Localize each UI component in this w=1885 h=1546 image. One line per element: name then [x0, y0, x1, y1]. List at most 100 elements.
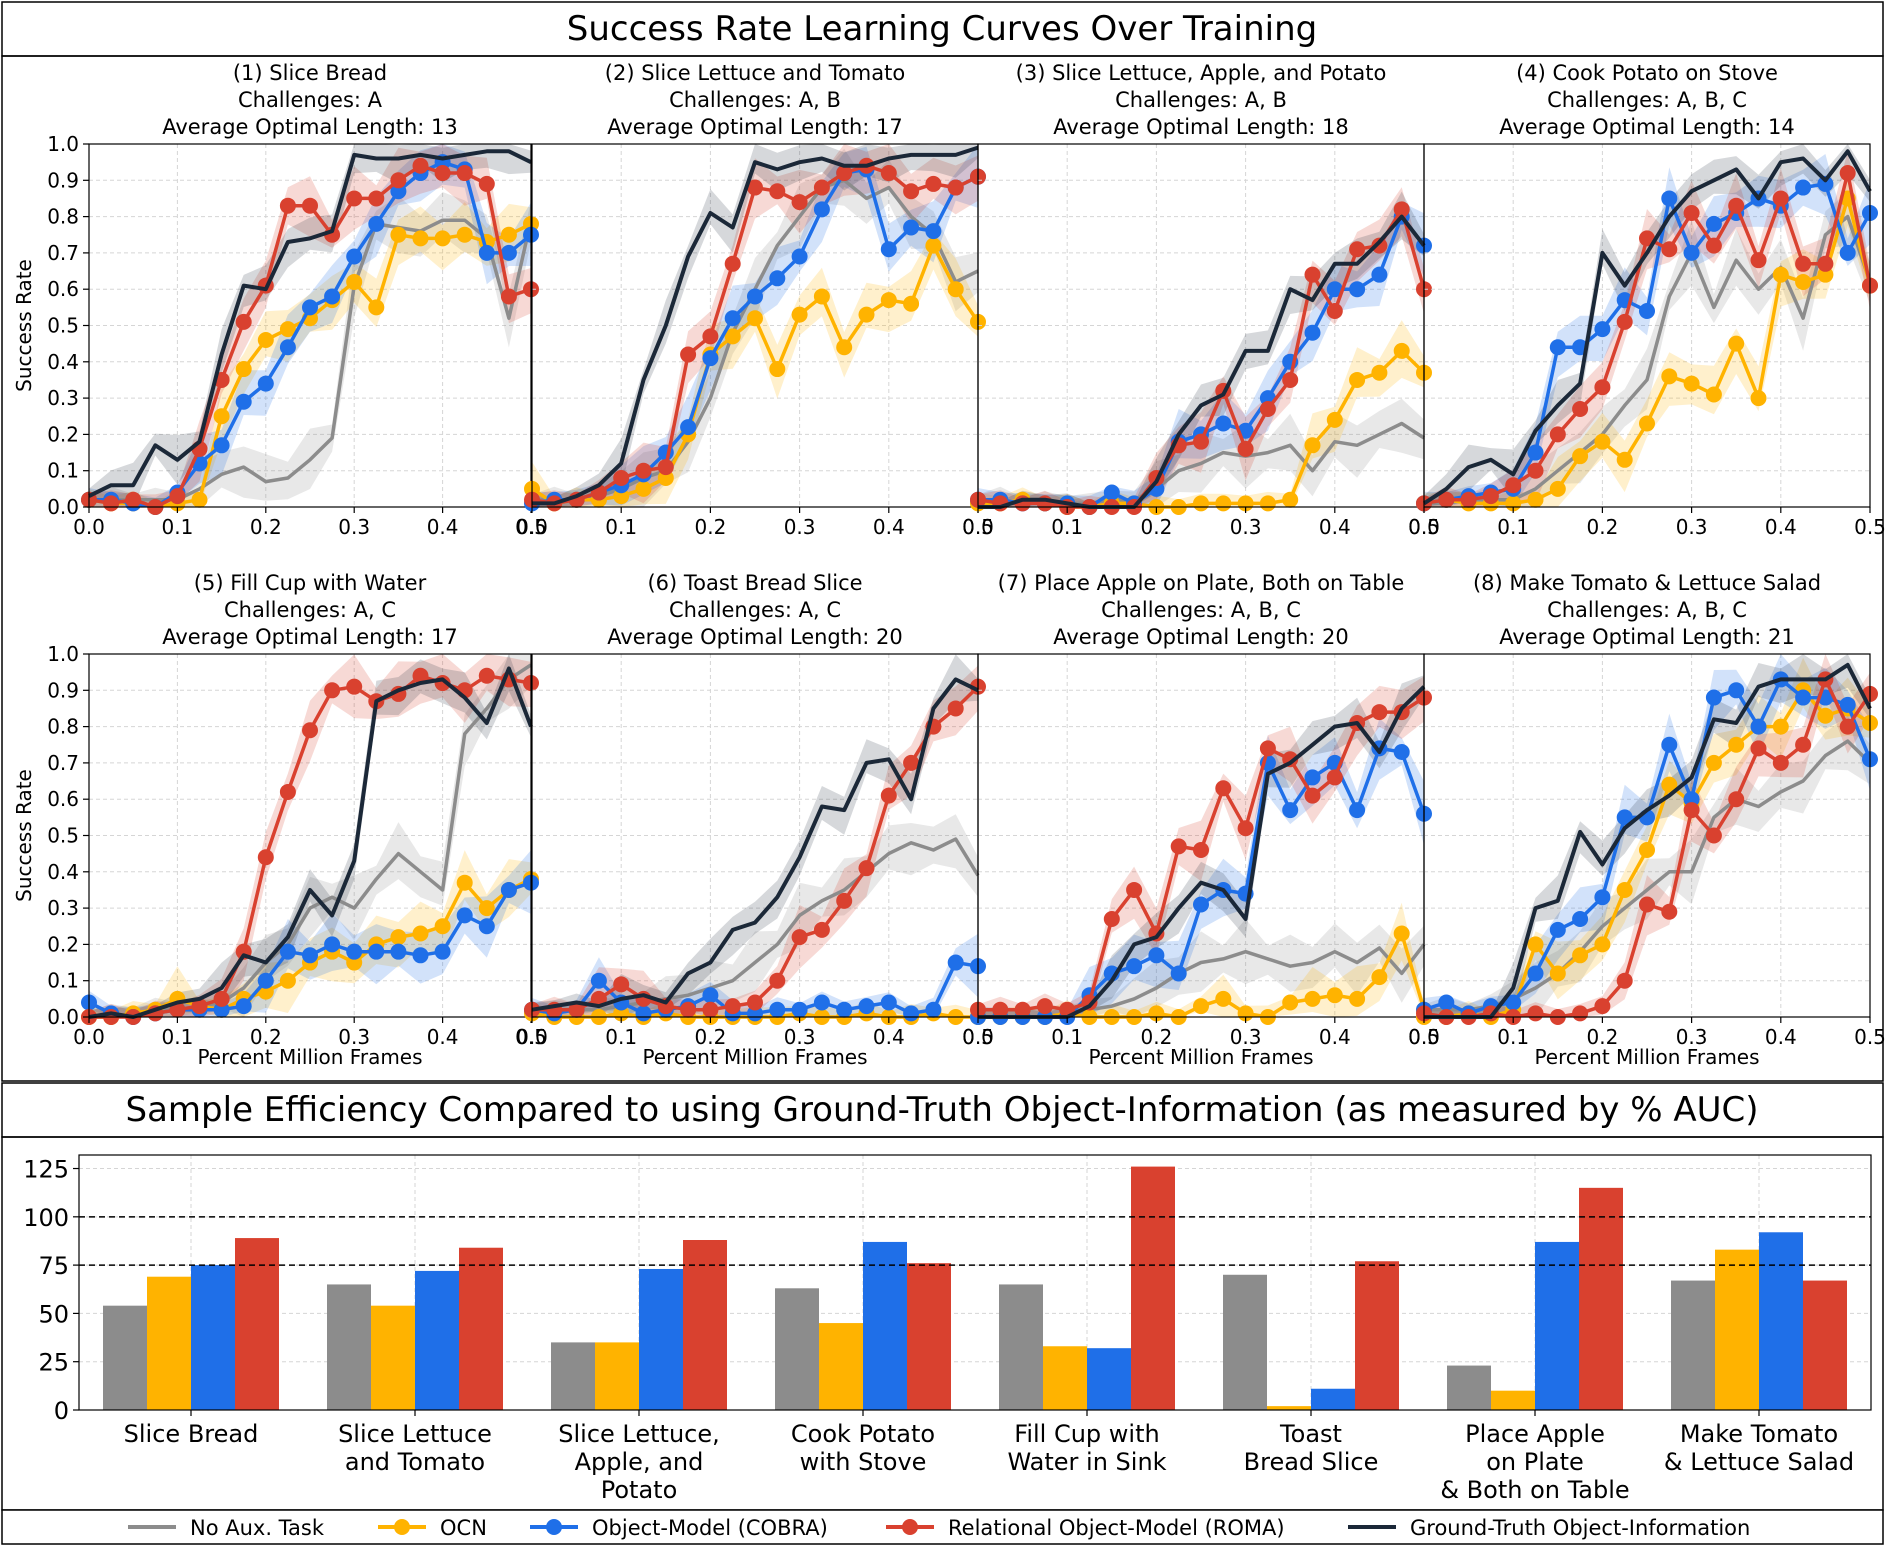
y-tick-label: 0.8 [47, 205, 79, 229]
bar-y-tick-label: 100 [23, 1204, 69, 1232]
x-tick-label: 0.5 [962, 515, 994, 539]
point-ocn [791, 306, 808, 323]
x-tick-label: 0.2 [694, 1025, 726, 1049]
legend-item-ground-truth: Ground-Truth Object-Information [1348, 1516, 1750, 1540]
point-roma [925, 175, 942, 192]
point-ocn [500, 226, 517, 243]
point-cobra [1326, 281, 1343, 298]
point-roma [1215, 780, 1232, 797]
x-axis-label: Percent Million Frames [197, 1045, 422, 1069]
line-chart-8: (8) Make Tomato & Lettuce Salad Challenge… [1408, 571, 1885, 1069]
category-label: & Both on Table [1440, 1476, 1629, 1504]
point-cobra [346, 248, 363, 265]
bar-y-tick-label: 50 [38, 1300, 69, 1328]
chart-title: (7) Place Apple on Plate, Both on Table [998, 571, 1405, 595]
point-roma [1795, 736, 1812, 753]
point-ocn [213, 408, 230, 425]
band-ocn [1424, 657, 1870, 1017]
point-roma [836, 165, 853, 182]
point-ocn [235, 361, 252, 378]
point-cobra [434, 943, 451, 960]
point-ocn [279, 972, 296, 989]
band-no-aux [978, 919, 1424, 1017]
point-roma [368, 190, 385, 207]
x-tick-label: 0.3 [784, 1025, 816, 1049]
point-cobra [412, 947, 429, 964]
point-cobra [1795, 179, 1812, 196]
point-ocn [836, 339, 853, 356]
bar-y-tick-label: 75 [38, 1252, 69, 1280]
x-tick-label: 0.5 [1854, 1025, 1885, 1049]
point-ocn [747, 310, 763, 327]
point-ocn [1527, 491, 1544, 508]
point-roma [680, 1001, 697, 1018]
point-roma [1661, 241, 1678, 258]
chart-challenges: Challenges: A, B [669, 88, 841, 112]
point-roma [613, 976, 630, 993]
series-line-ground-truth [88, 666, 533, 1019]
point-roma [1349, 241, 1366, 258]
point-ocn [1371, 364, 1388, 381]
point-ocn [1750, 390, 1767, 407]
point-roma [880, 165, 897, 182]
bar-y-tick-label: 25 [38, 1349, 69, 1377]
point-roma [791, 929, 808, 946]
x-tick-label: 0.1 [1497, 515, 1529, 539]
bar-ocn [147, 1276, 191, 1410]
bar-roma [1355, 1261, 1399, 1410]
point-roma [500, 288, 517, 305]
x-tick-label: 0.0 [962, 1025, 994, 1049]
point-cobra [1549, 339, 1566, 356]
point-roma [680, 346, 697, 363]
point-cobra [1349, 281, 1366, 298]
point-cobra [1705, 689, 1722, 706]
x-tick-label: 0.2 [250, 1025, 282, 1049]
x-tick-label: 0.5 [1408, 515, 1440, 539]
point-roma [769, 183, 786, 200]
point-roma [1839, 718, 1856, 735]
point-ocn [1393, 342, 1410, 359]
point-roma [1393, 201, 1410, 218]
point-roma [1326, 302, 1343, 319]
point-roma [1683, 204, 1700, 221]
point-cobra [769, 270, 786, 287]
point-roma [769, 972, 786, 989]
point-cobra [478, 918, 495, 935]
x-axis-label: Percent Million Frames [642, 1045, 867, 1069]
plot-area [1423, 143, 1871, 508]
x-tick-label: 0.5 [1854, 515, 1885, 539]
line-chart-7: (7) Place Apple on Plate, Both on Table C… [962, 571, 1440, 1069]
x-tick-label: 0.4 [873, 515, 905, 539]
legend-label: OCN [440, 1516, 487, 1540]
point-roma [302, 197, 318, 214]
line-chart-1: (1) Slice Bread Challenges: A Average Opti… [12, 61, 547, 539]
point-roma [1170, 838, 1187, 855]
point-cobra [880, 994, 897, 1011]
point-roma [1772, 754, 1789, 771]
y-axis-label: Success Rate [12, 259, 36, 392]
y-tick-label: 0.2 [47, 422, 79, 446]
y-tick-label: 0.2 [47, 932, 79, 956]
point-roma [947, 179, 964, 196]
point-ocn [925, 237, 942, 254]
point-cobra [903, 1005, 920, 1022]
point-ocn [1572, 448, 1589, 465]
series-line-ground-truth [978, 214, 1426, 509]
y-tick-label: 0.6 [47, 787, 79, 811]
bar-ocn [1491, 1390, 1535, 1410]
chart-title: (3) Slice Lettuce, Apple, and Potato [1016, 61, 1387, 85]
x-axis-label: Percent Million Frames [1534, 1045, 1759, 1069]
category-label: Slice Lettuce, [558, 1420, 720, 1448]
point-roma [724, 998, 741, 1015]
bar-no-aux [999, 1284, 1043, 1410]
chart-optimal-length: Average Optimal Length: 20 [1053, 625, 1349, 649]
bar-y-tick-label: 125 [23, 1156, 69, 1184]
bar-no-aux [775, 1288, 819, 1410]
category-label: with Stove [800, 1448, 927, 1476]
y-axis-label: Success Rate [12, 769, 36, 902]
point-roma [1549, 426, 1566, 443]
chart-optimal-length: Average Optimal Length: 17 [607, 115, 903, 139]
point-roma [1371, 237, 1388, 254]
point-ocn [1326, 987, 1343, 1004]
